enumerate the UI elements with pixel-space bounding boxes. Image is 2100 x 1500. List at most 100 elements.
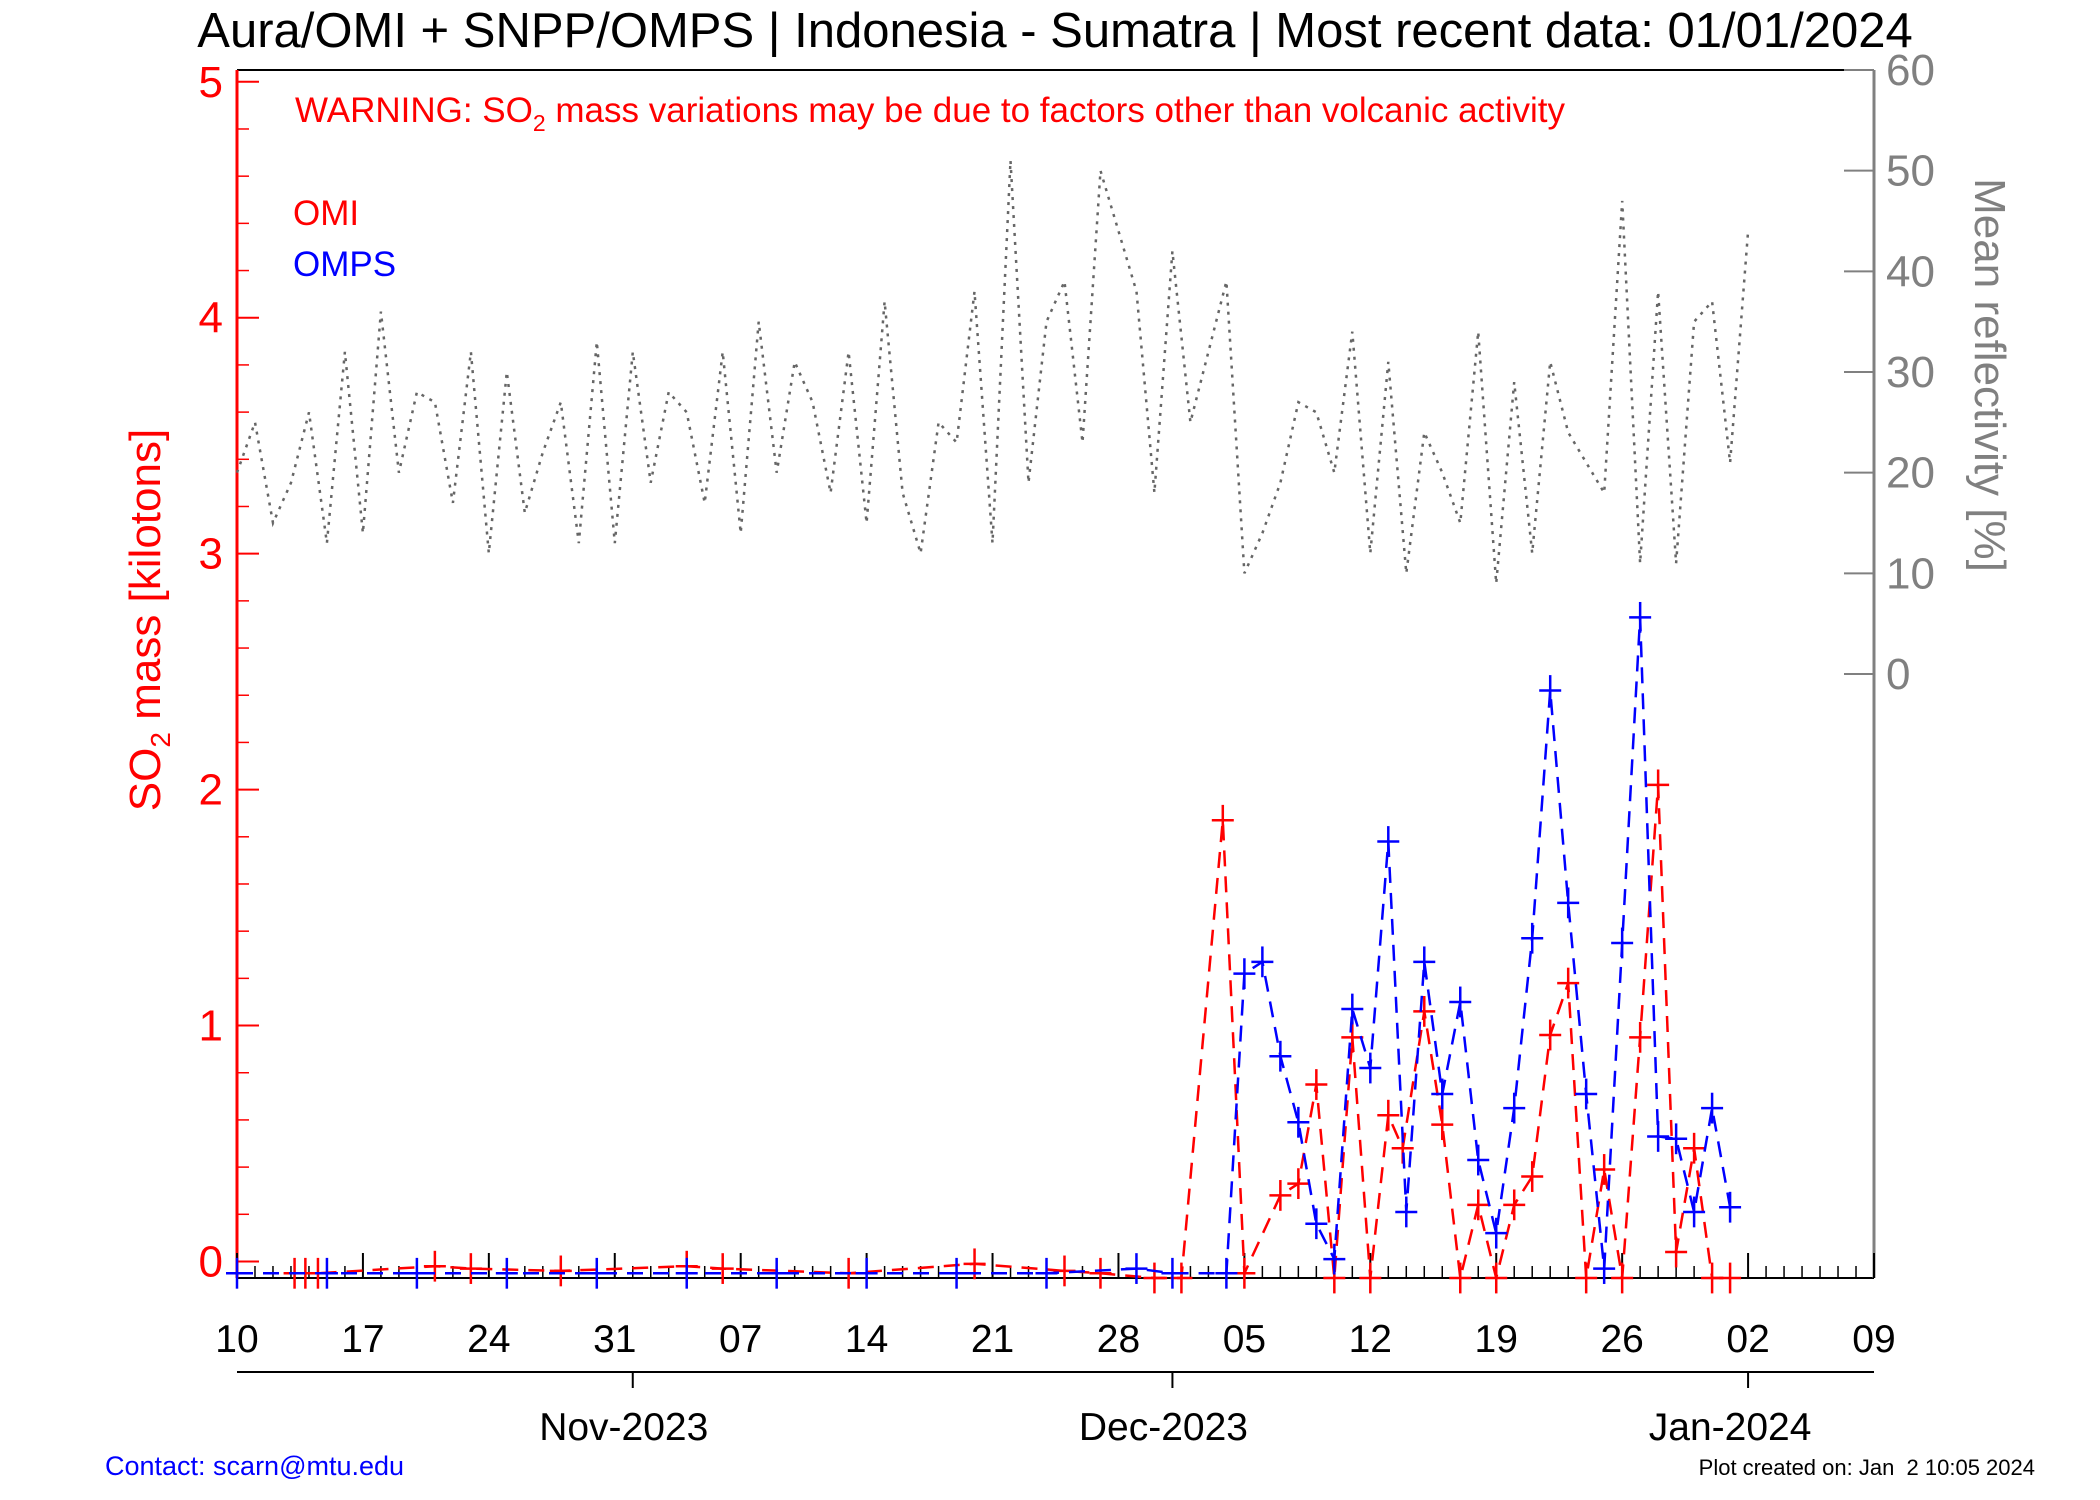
point-omps <box>495 1257 518 1289</box>
point-omps <box>1431 1078 1454 1110</box>
x-tick-label: 14 <box>845 1318 888 1361</box>
point-omps <box>1395 1196 1418 1228</box>
point-omps <box>1377 826 1400 857</box>
point-omps <box>226 1257 248 1289</box>
y2-axis-label: Mean reflectivity [%] <box>1965 178 2014 572</box>
y-axis-label: SO2 mass [kilotons] <box>121 429 176 811</box>
point-omi <box>711 1253 734 1284</box>
point-omps <box>1629 601 1652 633</box>
point-omps <box>1575 1078 1598 1110</box>
chart-marks <box>226 160 1750 1294</box>
x-tick-label: 28 <box>1097 1318 1140 1361</box>
point-omi <box>1539 1019 1562 1051</box>
point-omps <box>1611 927 1634 959</box>
point-omps <box>585 1257 608 1289</box>
warning-text: WARNING: SO2 mass variations may be due … <box>295 91 1566 136</box>
ylabel-sub: 2 <box>145 732 176 748</box>
chart-title: Aura/OMI + SNPP/OMPS | Indonesia - Sumat… <box>197 4 1912 58</box>
month-label: Nov-2023 <box>539 1406 708 1449</box>
point-omi <box>459 1253 482 1284</box>
point-omps <box>405 1257 428 1289</box>
x-tick-label: 12 <box>1349 1318 1392 1361</box>
point-omps <box>1467 1144 1490 1176</box>
point-omi <box>1575 1262 1598 1294</box>
point-omps <box>1341 993 1364 1025</box>
x-tick-label: 17 <box>341 1318 384 1361</box>
point-omi <box>1647 769 1670 801</box>
point-omi <box>1413 995 1436 1027</box>
y2-tick-label: 50 <box>1886 147 1935 196</box>
y2-tick-label: 60 <box>1886 46 1935 95</box>
point-omi <box>1089 1257 1112 1289</box>
point-omi <box>1431 1109 1454 1141</box>
point-omi <box>1593 1154 1616 1185</box>
series-line-mean-reflectivity <box>235 160 1750 584</box>
x-tick-label: 19 <box>1475 1318 1518 1361</box>
point-omps <box>1251 946 1274 978</box>
point-omps <box>1269 1040 1292 1072</box>
y-tick-label: 2 <box>199 766 223 815</box>
point-omi <box>423 1250 446 1282</box>
point-omi <box>1467 1189 1490 1221</box>
y-tick-label: 1 <box>199 1002 223 1051</box>
point-omps <box>945 1257 968 1289</box>
point-omps <box>1305 1208 1328 1240</box>
point-omps <box>1323 1243 1346 1275</box>
point-omi <box>1377 1099 1400 1131</box>
x-tick-label: 02 <box>1726 1318 1769 1361</box>
point-omi <box>1557 967 1580 999</box>
point-omps <box>1287 1106 1310 1138</box>
legend-omi: OMI <box>293 194 359 233</box>
point-omi <box>1665 1236 1688 1268</box>
point-omps <box>1539 675 1562 706</box>
x-tick-label: 09 <box>1852 1318 1895 1361</box>
point-omps <box>1359 1052 1382 1084</box>
x-tick-label: 24 <box>467 1318 510 1361</box>
contact-text[interactable]: Contact: scarn@mtu.edu <box>105 1451 404 1481</box>
legend-omps: OMPS <box>293 245 396 284</box>
point-omi <box>1287 1168 1310 1200</box>
point-omps <box>1593 1253 1616 1284</box>
month-label: Dec-2023 <box>1079 1406 1248 1449</box>
y2-tick-label: 40 <box>1886 247 1935 296</box>
point-omi <box>1485 1262 1508 1294</box>
point-omi <box>1305 1069 1328 1100</box>
y2-tick-label: 0 <box>1886 650 1910 699</box>
point-omps <box>1557 887 1580 919</box>
point-omps <box>1233 958 1256 990</box>
x-tick-label: 26 <box>1600 1318 1643 1361</box>
x-tick-label: 10 <box>215 1318 258 1361</box>
point-omps <box>1503 1092 1526 1124</box>
y2-tick-label: 30 <box>1886 348 1935 397</box>
point-omi <box>1521 1161 1544 1192</box>
x-tick-label: 31 <box>593 1318 636 1361</box>
y-tick-label: 5 <box>199 58 223 107</box>
point-omi <box>1503 1189 1526 1221</box>
y-tick-label: 0 <box>199 1237 223 1286</box>
point-omps <box>1719 1191 1742 1223</box>
y2-tick-label: 10 <box>1886 549 1935 598</box>
y-tick-label: 4 <box>199 294 223 343</box>
point-omi <box>1683 1132 1706 1164</box>
point-omi <box>1629 1021 1652 1053</box>
warning-sub: 2 <box>533 110 546 136</box>
point-omps <box>1521 922 1544 954</box>
point-omi <box>1143 1262 1166 1294</box>
warning-prefix: WARNING: SO <box>295 91 533 130</box>
point-omps <box>1449 986 1472 1018</box>
point-omi <box>1211 804 1234 836</box>
point-omps <box>1035 1257 1058 1289</box>
point-omps <box>1161 1257 1184 1289</box>
point-omps <box>315 1257 338 1289</box>
point-omps <box>1125 1253 1148 1284</box>
point-omi <box>1719 1262 1742 1294</box>
point-omps <box>1215 1257 1238 1289</box>
point-omps <box>1485 1217 1508 1249</box>
series-line-omps <box>237 617 1732 1275</box>
point-omps <box>1647 1121 1670 1152</box>
point-omi <box>1269 1180 1292 1211</box>
point-omi <box>1449 1262 1472 1294</box>
point-omps <box>1683 1196 1706 1228</box>
